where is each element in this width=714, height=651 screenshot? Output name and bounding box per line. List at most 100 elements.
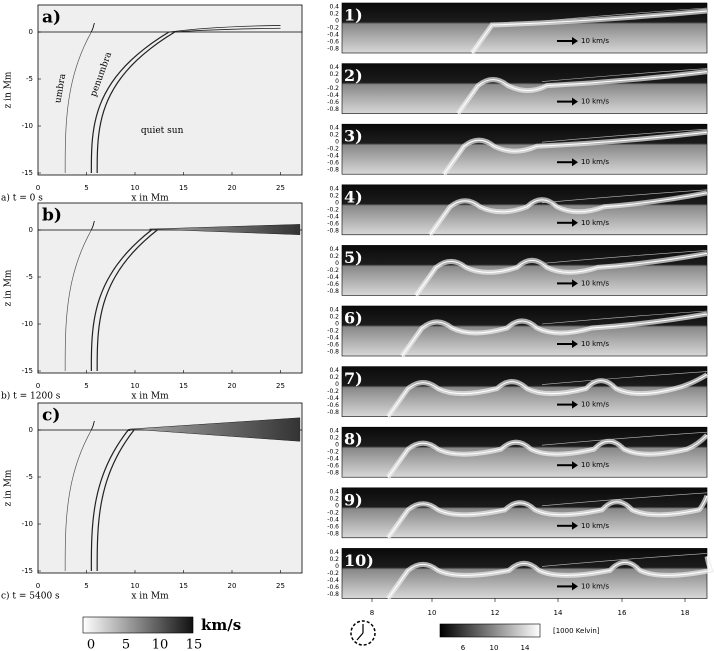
y-tick-label: -0.2: [327, 509, 339, 516]
colorbar-tick-label: 15: [186, 638, 203, 651]
velocity-arrowhead: [572, 218, 578, 227]
y-tick-label: -0.2: [327, 146, 339, 153]
velocity-arrowhead: [572, 158, 578, 167]
flux-tube-edge: [387, 556, 712, 599]
fan: [149, 224, 301, 235]
y-tick-label: 0.2: [329, 132, 339, 139]
y-tick-label: -0.2: [327, 25, 339, 32]
velocity-arrowhead: [572, 37, 578, 45]
x-tick-label: 5: [84, 382, 88, 390]
right-panel: 0.40.20-0.2-0.4-0.6-0.8 5) 10 km/s: [327, 245, 708, 297]
right-panel: 0.40.20-0.2-0.4-0.6-0.8 2) 10 km/s: [327, 63, 708, 116]
y-tick-label: -0.6: [327, 342, 339, 349]
y-tick-label: 0: [29, 28, 33, 36]
y-tick-label: 0: [29, 426, 33, 434]
flux-tube-edge: [387, 495, 708, 539]
panel-label: 9): [344, 490, 363, 509]
umbra-boundary: [64, 229, 92, 372]
flux-tube: [90, 229, 152, 372]
arrow-label: 10 km/s: [581, 98, 609, 106]
y-tick-label: 0: [335, 502, 339, 509]
panel-label: 8): [344, 430, 363, 449]
y-tick-label: -0.8: [327, 530, 339, 537]
flux-tube-edge: [457, 71, 708, 114]
y-tick-label: -0.6: [327, 39, 339, 46]
flux-tube: [96, 229, 158, 372]
y-tick-label: -0.2: [327, 328, 339, 335]
caption: a) t = 0 s: [1, 193, 43, 204]
x-tick-label: 20: [228, 184, 237, 192]
y-tick-label: 0.2: [329, 253, 339, 260]
right-panel: 0.40.20-0.2-0.4-0.6-0.8 9) 10 km/s: [327, 487, 710, 540]
colorbar-tick-label: 14: [521, 644, 530, 651]
x-tick-label: 15: [179, 184, 188, 192]
spicule: [90, 220, 95, 231]
x-tick-label: 18: [681, 609, 690, 617]
panel-label: 2): [344, 66, 363, 85]
colorbar-tick-label: 10: [152, 638, 169, 651]
y-tick-label: -0.8: [327, 349, 339, 356]
right-panel: 0.40.20-0.2-0.4-0.6-0.8 6) 10 km/s: [327, 305, 708, 358]
y-tick-label: 0: [335, 381, 339, 388]
x-axis-label: x in Mm: [131, 194, 169, 204]
x-tick-label: 10: [428, 609, 437, 617]
y-tick-label: 0.2: [329, 556, 339, 563]
x-tick-label: 20: [228, 582, 237, 590]
colorbar-velocity: [82, 616, 194, 634]
y-tick-label: -0.8: [327, 409, 339, 416]
y-tick-label: -0.2: [327, 85, 339, 92]
y-tick-label: -0.4: [327, 153, 339, 160]
flux-tube-edge: [415, 252, 708, 296]
flux-tube: [96, 31, 176, 174]
panel-label: 5): [344, 248, 363, 267]
y-tick-label: 0.4: [329, 367, 339, 374]
y-tick-label: -0.6: [327, 160, 339, 167]
y-tick-label: 0.2: [329, 11, 339, 18]
fan: [130, 417, 301, 442]
colorbar-unit: km/s: [201, 616, 241, 634]
velocity-arrowhead: [572, 461, 578, 470]
flux-tube-top: [168, 25, 281, 33]
flux-tube: [90, 31, 170, 174]
field-line: [541, 553, 708, 567]
y-tick-label: 0: [335, 442, 339, 449]
y-tick-label: -0.8: [327, 167, 339, 174]
y-tick-label: 0: [335, 563, 339, 570]
panel-label: 6): [344, 309, 363, 328]
y-tick-label: -0.4: [327, 32, 339, 39]
y-tick-label: -0.8: [327, 288, 339, 295]
left-panel: 0 5 10 15 20 25 0 -5 -10 -15 a) z in Mm x in Mm a) t …: [1, 4, 303, 204]
panel-label: 3): [344, 127, 363, 146]
arrow-label: 10 km/s: [581, 401, 609, 409]
velocity-arrowhead: [572, 340, 578, 348]
arrow-label: 10 km/s: [581, 582, 609, 590]
velocity-arrowhead: [572, 400, 578, 409]
flux-tube: [90, 429, 129, 572]
panel-label: c): [42, 406, 60, 426]
y-tick-label: 0.2: [329, 314, 339, 321]
y-axis-label: z in Mm: [4, 469, 14, 506]
colorbar-tick-label: 6: [461, 644, 466, 651]
clock-icon: [350, 620, 376, 646]
umbra-boundary: [64, 429, 92, 572]
colorbar-tick-label: 0: [87, 638, 95, 651]
annotation: quiet sun: [141, 126, 184, 136]
panel-label: b): [42, 206, 62, 226]
panel-label: 7): [344, 369, 363, 388]
y-tick-label: -5: [26, 273, 33, 281]
plot-area: [341, 305, 708, 357]
clock-hands: [356, 624, 364, 641]
y-tick-label: 0.4: [329, 488, 339, 495]
x-axis-label: x in Mm: [131, 392, 169, 402]
x-tick-label: 14: [554, 609, 563, 617]
caption: b) t = 1200 s: [1, 391, 61, 402]
y-tick-label: -0.6: [327, 220, 339, 227]
y-tick-label: 0.2: [329, 495, 339, 502]
y-tick-label: -15: [22, 367, 33, 375]
plot-area: [37, 4, 303, 176]
colorbar-unit: [1000 Kelvin]: [553, 627, 600, 635]
colorbar-tick-label: 10: [490, 644, 499, 651]
y-tick-label: -10: [22, 122, 33, 130]
y-tick-label: -0.2: [327, 570, 339, 577]
x-tick-label: 12: [491, 609, 500, 617]
